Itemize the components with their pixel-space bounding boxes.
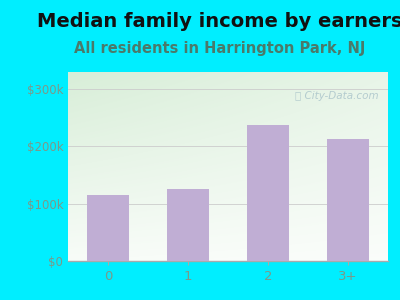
Bar: [327, 139, 369, 261]
Bar: [247, 125, 289, 261]
Bar: [167, 189, 209, 261]
Text: Median family income by earners: Median family income by earners: [37, 12, 400, 31]
Text: All residents in Harrington Park, NJ: All residents in Harrington Park, NJ: [74, 40, 366, 56]
Bar: [87, 195, 129, 261]
Text: Ⓜ City-Data.com: Ⓜ City-Data.com: [295, 91, 378, 101]
